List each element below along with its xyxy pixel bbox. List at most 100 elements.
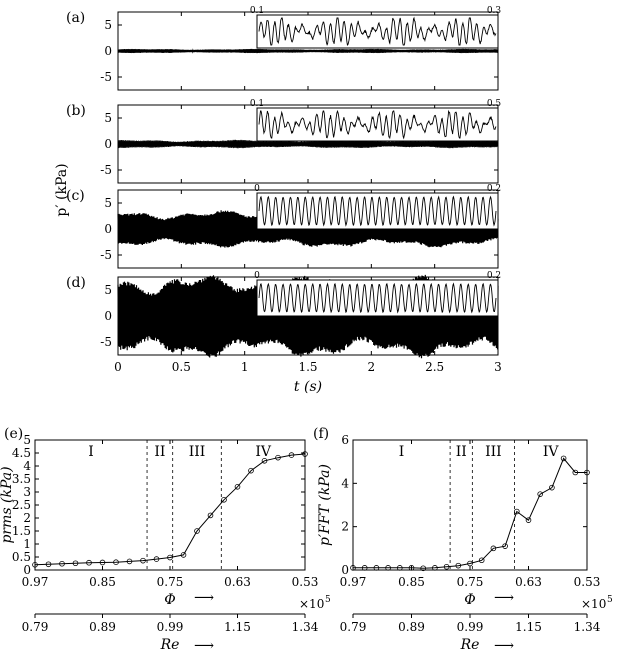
data-point xyxy=(478,557,485,564)
panel-label: (b) xyxy=(66,103,86,119)
xtick-label: 0.97 xyxy=(22,575,49,589)
data-point xyxy=(455,562,462,569)
data-point xyxy=(248,467,254,474)
data-point xyxy=(167,554,173,561)
secondary-xtick-label: 0.89 xyxy=(89,620,116,634)
data-point xyxy=(86,559,92,566)
data-point xyxy=(180,552,187,558)
panel-b: (b) 5 0 -5 0.1 0.5 xyxy=(66,99,501,184)
inset-start-label: 0 xyxy=(254,184,260,194)
xtick-label: 0.75 xyxy=(157,575,184,589)
ylabel: prms (kPa) xyxy=(0,466,15,543)
regime-label: IV xyxy=(543,444,560,460)
panel-f: (f) 0 2 4 6 0.97 0.85 0.75 0.63 0.53 Φ ⟶ 0.79 0.89 0.9… xyxy=(313,426,613,652)
secondary-xtick-label: 0.89 xyxy=(398,620,425,634)
data-point xyxy=(302,451,308,457)
regime-label: IV xyxy=(255,444,272,460)
xtick-label: 3 xyxy=(494,360,502,374)
ytick-label: 0 xyxy=(104,44,112,58)
ytick-label: 0 xyxy=(341,563,349,577)
ytick-label: 4 xyxy=(341,476,349,490)
regime-label: I xyxy=(88,444,94,460)
xlabel-phi: Φ xyxy=(464,592,475,608)
xlabel-arrow: ⟶ xyxy=(194,590,214,606)
data-point xyxy=(560,455,567,462)
panel-label: (d) xyxy=(66,275,86,291)
data-point xyxy=(207,512,214,519)
xtick-label: 2.5 xyxy=(425,360,444,374)
xtick-label: 0.75 xyxy=(457,575,484,589)
regime-panels: (e)00.511.522.533.544.550.97 0.85 0.75 0.63… xyxy=(0,426,613,652)
ytick-label: 1 xyxy=(23,537,31,551)
panel-d: (d) 50-50 0.5 1 1.5 2 2.5 3t (s)0 0.2 xyxy=(66,271,502,395)
xtick-label: 0.63 xyxy=(515,575,542,589)
data-point xyxy=(221,496,227,503)
xtick-label: 1.5 xyxy=(298,360,317,374)
secondary-xtick-label: 0.79 xyxy=(22,620,49,634)
regime-label: II xyxy=(456,444,467,460)
panel-label: (a) xyxy=(66,10,85,26)
inset-a: 0.1 0.3 xyxy=(250,6,502,49)
inset-trace xyxy=(258,16,497,46)
inset-trace xyxy=(258,195,497,227)
series-line xyxy=(353,457,587,569)
data-point xyxy=(140,557,146,564)
ytick-label: 3 xyxy=(23,485,31,499)
xlabel-phi: Φ xyxy=(164,592,175,608)
regime-label: III xyxy=(485,444,502,460)
inset-trace xyxy=(258,109,497,140)
ytick-label: 4 xyxy=(23,459,31,473)
inset-end-label: 0.3 xyxy=(487,6,502,16)
ytick-label: 2.5 xyxy=(12,498,31,512)
panel-c: (c) 50-50 0.2 xyxy=(66,184,501,269)
secondary-xtick-label: 1.15 xyxy=(515,620,542,634)
data-point xyxy=(153,556,160,562)
secondary-xlabel: Re xyxy=(460,637,480,652)
xlabel-arrow: ⟶ xyxy=(494,590,514,606)
ytick-label: 4.5 xyxy=(12,446,31,460)
data-point xyxy=(45,561,52,568)
inset-end-label: 0.2 xyxy=(487,271,501,281)
data-point xyxy=(361,565,368,571)
xtick-label: 0.85 xyxy=(89,575,116,589)
signal-trace xyxy=(117,48,499,54)
xtick-label: 0.53 xyxy=(574,575,601,589)
secondary-xtick-label: 0.99 xyxy=(157,620,184,634)
ytick-label: 1.5 xyxy=(12,524,31,538)
inset-trace xyxy=(258,282,497,314)
data-point xyxy=(513,508,520,515)
data-point xyxy=(385,565,391,571)
ytick-label: 3.5 xyxy=(12,472,31,486)
secondary-xtick-label: 0.99 xyxy=(457,620,484,634)
data-point xyxy=(584,469,590,476)
inset-start-label: 0.1 xyxy=(250,99,264,109)
secondary-xtick-label: 1.34 xyxy=(574,620,601,634)
data-point xyxy=(275,454,281,461)
ytick-label: 2 xyxy=(23,511,31,525)
inset-b: 0.1 0.5 xyxy=(250,99,501,142)
data-point xyxy=(572,469,579,476)
ytick-label: -5 xyxy=(100,335,112,349)
ytick-label: 0 xyxy=(104,309,112,323)
data-point xyxy=(396,565,403,571)
data-point xyxy=(467,560,473,567)
secondary-xlabel: Re xyxy=(160,637,180,652)
data-point xyxy=(549,484,555,491)
ytick-label: 0 xyxy=(104,137,112,151)
shared-ylabel: p′ (kPa) xyxy=(54,163,70,216)
inset-c: 0 0.2 xyxy=(254,184,501,230)
data-point xyxy=(194,528,200,534)
ytick-label: -5 xyxy=(100,163,112,177)
ytick-label: 0 xyxy=(23,563,31,577)
data-point xyxy=(408,565,415,571)
data-point xyxy=(32,561,38,568)
xtick-label: 0 xyxy=(114,360,122,374)
data-point xyxy=(72,560,79,567)
ytick-label: 6 xyxy=(341,433,349,447)
ytick-label: 2 xyxy=(341,520,349,534)
data-point xyxy=(420,565,427,572)
ytick-label: 5 xyxy=(104,196,112,210)
panel-label: (e) xyxy=(4,426,23,442)
regime-label: I xyxy=(399,444,405,460)
panel-label: (c) xyxy=(66,188,85,204)
